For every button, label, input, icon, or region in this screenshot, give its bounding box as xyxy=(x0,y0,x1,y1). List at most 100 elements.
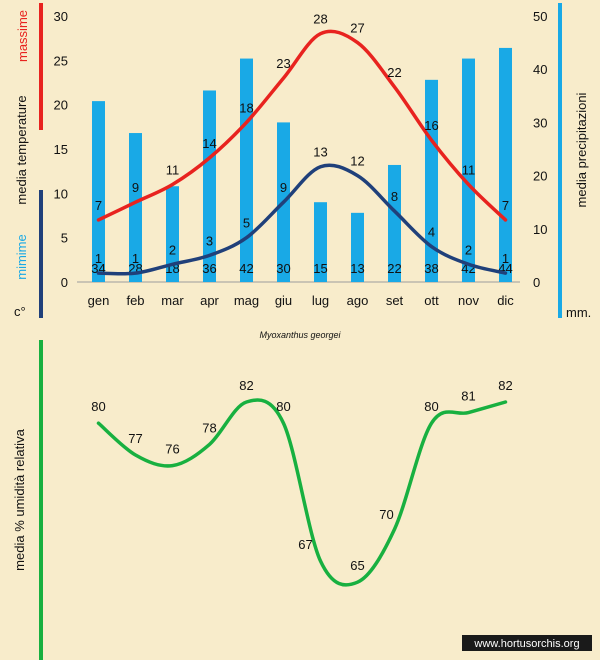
precipitation-bar xyxy=(166,186,179,282)
max-temperature-value-label: 23 xyxy=(276,56,290,71)
humidity-chart: media % umidità relativa 80 77 76 78 82 80 67 6… xyxy=(12,340,513,660)
max-temperature-line xyxy=(96,29,508,222)
max-temperature-value-label: 7 xyxy=(95,198,102,213)
min-temperature-value-label: 12 xyxy=(350,154,364,169)
precipitation-value-label: 22 xyxy=(387,261,401,276)
watermark-background xyxy=(462,635,592,651)
min-temperature-line xyxy=(96,163,508,276)
min-temperature-value-label: 5 xyxy=(243,216,250,231)
min-temperature-value-label: 1 xyxy=(95,251,102,266)
left-axis-ticks: 0 5 10 15 20 25 30 xyxy=(54,9,68,290)
watermark: www.hortusorchis.org xyxy=(462,635,592,651)
right-tick-label: 0 xyxy=(533,275,540,290)
precipitation-bar xyxy=(425,79,438,282)
min-temperature-value-label: 1 xyxy=(132,251,139,266)
month-label: feb xyxy=(126,293,144,308)
humidity-value-label: 80 xyxy=(424,399,438,414)
humidity-value-label: 81 xyxy=(461,389,475,404)
precipitation-value-label: 36 xyxy=(202,261,216,276)
min-temperature-value-label: 1 xyxy=(502,251,509,266)
humidity-value-label: 77 xyxy=(128,431,142,446)
precipitation-bar xyxy=(351,212,364,282)
humidity-value-label: 70 xyxy=(379,507,393,522)
species-caption: Myoxanthus georgei xyxy=(259,330,341,340)
watermark-text: www.hortusorchis.org xyxy=(473,638,579,650)
min-axis-label: mimime xyxy=(14,234,29,280)
precipitation-value-label: 13 xyxy=(350,261,364,276)
humidity-value-label: 82 xyxy=(498,378,512,393)
humidity-line xyxy=(96,398,508,587)
precipitation-axis-label: media precipitazioni xyxy=(574,92,589,207)
right-tick-label: 40 xyxy=(533,62,547,77)
left-tick-label: 0 xyxy=(61,275,68,290)
humidity-axis-label: media % umidità relativa xyxy=(12,428,27,570)
precipitation-bar xyxy=(462,58,475,283)
precipitation-value-label: 15 xyxy=(313,261,327,276)
left-tick-label: 25 xyxy=(54,53,68,68)
min-temperature-value-label: 4 xyxy=(428,225,435,240)
precipitation-unit: mm. xyxy=(566,305,591,320)
temperature-unit: c° xyxy=(14,304,26,319)
left-tick-label: 30 xyxy=(54,9,68,24)
month-label: mag xyxy=(234,293,259,308)
max-temperature-value-label: 27 xyxy=(350,21,364,36)
humidity-value-label: 67 xyxy=(298,537,312,552)
precipitation-value-label: 42 xyxy=(239,261,253,276)
humidity-value-label: 80 xyxy=(276,399,290,414)
right-tick-label: 20 xyxy=(533,169,547,184)
month-label: gen xyxy=(88,293,110,308)
humidity-labels: 80 77 76 78 82 80 67 65 70 80 81 82 xyxy=(91,378,512,573)
max-temperature-labels: 7 9 11 14 18 23 28 27 22 16 11 7 xyxy=(95,12,509,213)
max-temperature-value-label: 28 xyxy=(313,12,327,27)
month-label: mar xyxy=(161,293,184,308)
max-temperature-value-label: 16 xyxy=(424,118,438,133)
month-label: lug xyxy=(312,293,329,308)
min-temperature-value-label: 13 xyxy=(313,145,327,160)
min-temperature-value-label: 8 xyxy=(391,189,398,204)
month-label: set xyxy=(386,293,404,308)
min-temperature-value-label: 2 xyxy=(465,242,472,257)
right-axis-ticks: 0 10 20 30 40 50 xyxy=(533,9,547,290)
max-temperature-value-label: 7 xyxy=(502,198,509,213)
precipitation-bar xyxy=(388,164,401,282)
humidity-value-label: 65 xyxy=(350,558,364,573)
humidity-value-label: 76 xyxy=(165,442,179,457)
right-tick-label: 10 xyxy=(533,222,547,237)
month-label: apr xyxy=(200,293,219,308)
month-label: ott xyxy=(424,293,439,308)
max-temperature-value-label: 22 xyxy=(387,65,401,80)
month-label: nov xyxy=(458,293,479,308)
month-tick-labels: gen feb mar apr mag giu lug ago set ott nov dic xyxy=(88,293,515,308)
precipitation-bar xyxy=(203,90,216,282)
precipitation-bar xyxy=(314,202,327,282)
max-temperature-value-label: 18 xyxy=(239,100,253,115)
month-label: dic xyxy=(497,293,514,308)
left-tick-label: 15 xyxy=(54,142,68,157)
max-axis-label: massime xyxy=(15,10,30,62)
min-temperature-value-label: 2 xyxy=(169,242,176,257)
humidity-value-label: 82 xyxy=(239,378,253,393)
left-tick-label: 20 xyxy=(54,98,68,113)
min-temperature-value-label: 3 xyxy=(206,233,213,248)
right-tick-label: 30 xyxy=(533,115,547,130)
month-label: ago xyxy=(347,293,369,308)
max-temperature-value-label: 9 xyxy=(132,180,139,195)
max-temperature-value-label: 11 xyxy=(462,162,476,177)
left-tick-label: 5 xyxy=(61,231,68,246)
precipitation-value-label: 38 xyxy=(424,261,438,276)
max-temperature-value-label: 14 xyxy=(202,136,216,151)
temperature-axis-label: media temperature xyxy=(14,95,29,204)
precipitation-bar xyxy=(499,47,512,282)
humidity-value-label: 80 xyxy=(91,399,105,414)
precipitation-bar xyxy=(240,58,253,283)
precipitation-value-label: 30 xyxy=(276,261,290,276)
precipitation-bar xyxy=(92,101,105,283)
humidity-value-label: 78 xyxy=(202,420,216,435)
month-label: giu xyxy=(275,293,292,308)
precipitation-bar xyxy=(129,133,142,282)
left-tick-label: 10 xyxy=(54,186,68,201)
max-temperature-value-label: 11 xyxy=(166,162,180,177)
